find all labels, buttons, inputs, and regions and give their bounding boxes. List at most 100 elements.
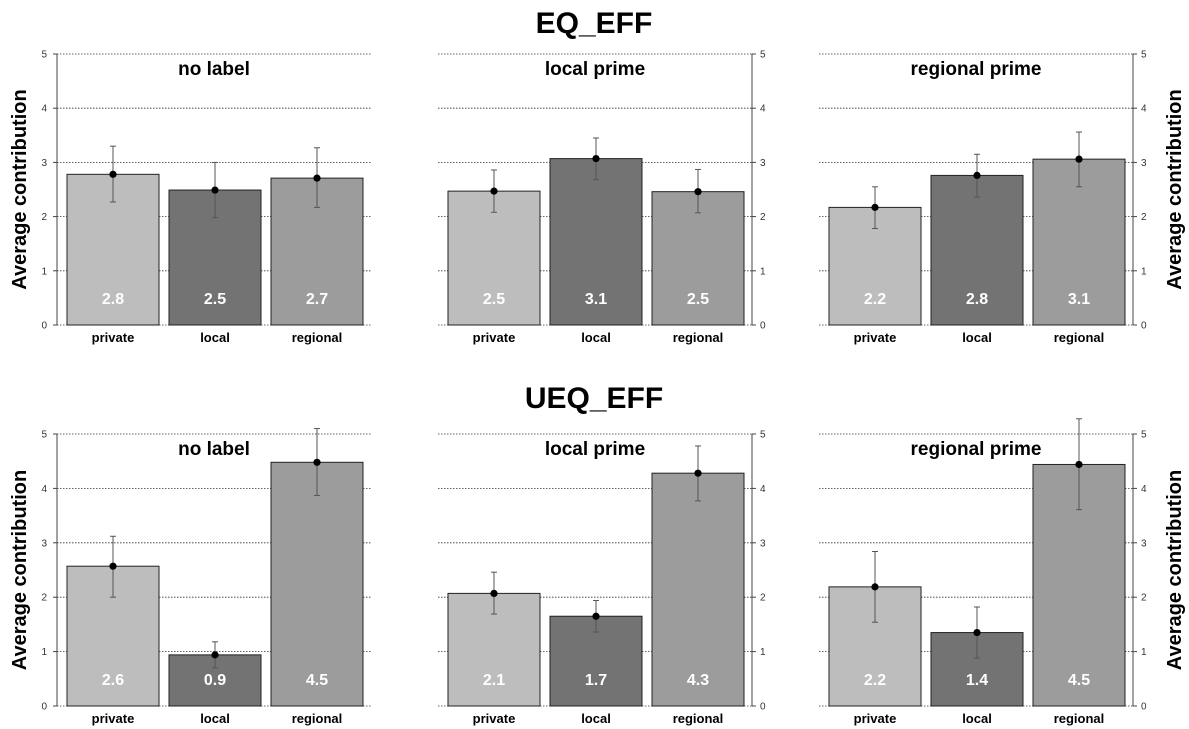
y-tick-label: 1 bbox=[41, 266, 47, 277]
mean-point bbox=[973, 628, 981, 637]
y-tick-label: 3 bbox=[760, 158, 766, 169]
row-title-0: EQ_EFF bbox=[536, 7, 653, 40]
mean-point bbox=[1075, 460, 1083, 469]
data-label: 2.5 bbox=[687, 291, 709, 308]
data-label: 4.5 bbox=[306, 672, 328, 689]
category-label: local bbox=[581, 330, 611, 345]
data-label: 2.8 bbox=[966, 291, 988, 308]
y-tick-label: 0 bbox=[760, 702, 766, 713]
panel-title: regional prime bbox=[911, 439, 1042, 460]
y-tick-label: 0 bbox=[41, 702, 47, 713]
y-tick-label: 4 bbox=[1141, 104, 1147, 115]
y-axis-label-right-0: Average contribution bbox=[1164, 89, 1186, 289]
mean-point bbox=[490, 589, 498, 597]
data-label: 2.5 bbox=[483, 291, 505, 308]
category-label: private bbox=[92, 330, 135, 345]
category-label: regional bbox=[673, 330, 724, 345]
mean-point bbox=[871, 203, 879, 211]
mean-point bbox=[871, 583, 879, 591]
data-label: 2.5 bbox=[204, 291, 226, 308]
mean-point bbox=[694, 188, 702, 196]
data-label: 2.2 bbox=[864, 291, 886, 308]
category-label: private bbox=[854, 711, 897, 726]
data-label: 4.3 bbox=[687, 672, 709, 689]
mean-point bbox=[109, 562, 117, 570]
mean-point bbox=[1075, 155, 1083, 163]
mean-point bbox=[973, 171, 981, 180]
mean-point bbox=[592, 155, 600, 163]
category-label: regional bbox=[1054, 330, 1105, 345]
data-label: 2.2 bbox=[864, 672, 886, 689]
data-label: 4.5 bbox=[1068, 672, 1090, 689]
category-label: private bbox=[473, 711, 516, 726]
panel-title: local prime bbox=[545, 439, 645, 460]
mean-point bbox=[313, 458, 321, 466]
y-tick-label: 5 bbox=[41, 430, 47, 441]
y-axis-label-left-1: Average contribution bbox=[9, 470, 31, 670]
y-tick-label: 1 bbox=[1141, 647, 1147, 658]
data-label: 1.7 bbox=[585, 672, 607, 689]
data-label: 2.8 bbox=[102, 291, 124, 308]
bar-regional bbox=[270, 461, 364, 707]
y-tick-label: 4 bbox=[760, 104, 766, 115]
y-tick-label: 2 bbox=[41, 212, 47, 223]
category-label: local bbox=[200, 330, 230, 345]
mean-point bbox=[211, 651, 219, 659]
category-label: local bbox=[200, 711, 230, 726]
data-label: 1.4 bbox=[966, 672, 988, 689]
y-tick-label: 1 bbox=[760, 266, 766, 277]
y-tick-label: 3 bbox=[41, 538, 47, 549]
category-label: private bbox=[854, 330, 897, 345]
bar-regional bbox=[651, 472, 745, 707]
data-label: 2.1 bbox=[483, 672, 505, 689]
category-label: regional bbox=[292, 330, 343, 345]
y-tick-label: 5 bbox=[1141, 430, 1147, 441]
category-label: regional bbox=[292, 711, 343, 726]
grid-layer bbox=[53, 53, 1137, 707]
mean-point bbox=[109, 170, 117, 178]
y-tick-label: 4 bbox=[760, 484, 766, 495]
mean-point bbox=[490, 187, 498, 195]
category-label: private bbox=[92, 711, 135, 726]
panel-title: no label bbox=[178, 59, 250, 80]
y-tick-label: 5 bbox=[41, 50, 47, 61]
y-tick-label: 2 bbox=[1141, 593, 1147, 604]
y-tick-label: 2 bbox=[41, 593, 47, 604]
y-tick-label: 1 bbox=[760, 647, 766, 658]
category-label: local bbox=[581, 711, 611, 726]
y-tick-label: 2 bbox=[1141, 212, 1147, 223]
data-label: 3.1 bbox=[585, 291, 607, 308]
bar-private bbox=[447, 190, 541, 326]
y-tick-label: 4 bbox=[41, 104, 47, 115]
category-label: regional bbox=[673, 711, 724, 726]
y-tick-label: 1 bbox=[41, 647, 47, 658]
panel-title: local prime bbox=[545, 59, 645, 80]
panel-title: regional prime bbox=[911, 59, 1042, 80]
bars-layer bbox=[66, 131, 1126, 707]
text-layer: EQ_EFF Average contribution Average contri… bbox=[9, 7, 1186, 726]
y-tick-label: 0 bbox=[1141, 702, 1147, 713]
y-tick-label: 0 bbox=[1141, 321, 1147, 332]
mean-point bbox=[211, 186, 219, 194]
y-tick-label: 4 bbox=[41, 484, 47, 495]
bar-local bbox=[930, 174, 1024, 326]
category-label: local bbox=[962, 711, 992, 726]
data-label: 0.9 bbox=[204, 672, 226, 689]
y-tick-label: 0 bbox=[760, 321, 766, 332]
y-tick-label: 5 bbox=[760, 50, 766, 61]
y-tick-label: 3 bbox=[760, 538, 766, 549]
y-tick-label: 1 bbox=[1141, 266, 1147, 277]
category-label: regional bbox=[1054, 711, 1105, 726]
bar-regional bbox=[651, 191, 745, 326]
y-tick-label: 0 bbox=[41, 321, 47, 332]
mean-point bbox=[592, 612, 600, 620]
y-tick-label: 3 bbox=[1141, 158, 1147, 169]
y-tick-label: 2 bbox=[760, 593, 766, 604]
row-title-1: UEQ_EFF bbox=[525, 382, 663, 415]
bar-local bbox=[549, 158, 643, 326]
y-axis-label-left-0: Average contribution bbox=[9, 89, 31, 289]
data-label: 3.1 bbox=[1068, 291, 1090, 308]
data-label: 2.7 bbox=[306, 291, 328, 308]
y-tick-label: 2 bbox=[760, 212, 766, 223]
